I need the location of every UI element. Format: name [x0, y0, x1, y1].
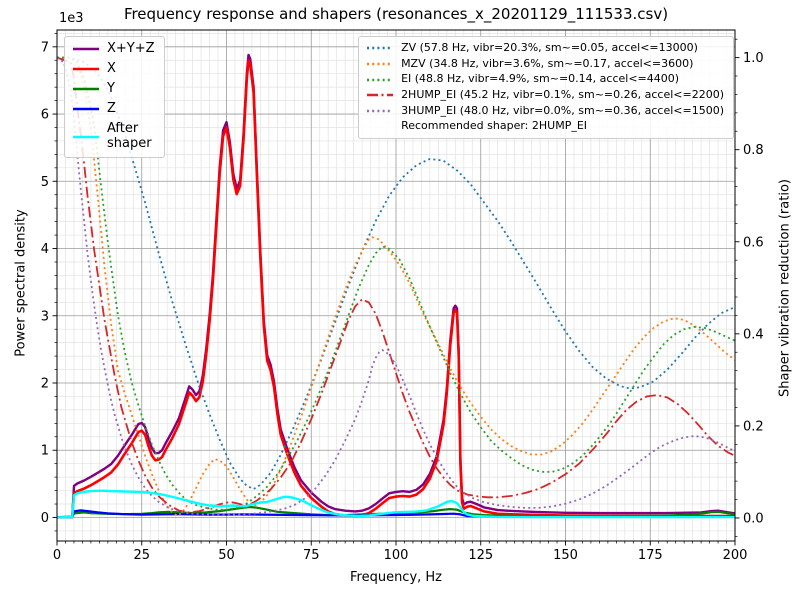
legend-item-label: 3HUMP_EI (48.0 Hz, vibr=0.0%, sm~=0.36, … [401, 103, 724, 117]
legend-sample-spacer [366, 124, 394, 130]
legend-line-sample [366, 108, 394, 114]
legend-line-sample [366, 45, 394, 51]
y-left-tick-label: 5 [41, 175, 49, 190]
legend-item-label: X+Y+Z [107, 41, 155, 56]
psd-legend: X+Y+Z X Y Z After shaper [64, 36, 165, 158]
y-right-tick-label: 0.2 [743, 419, 764, 434]
y-right-tick-label: 0.0 [743, 511, 764, 526]
y-left-tick-label: 0 [41, 511, 49, 526]
y-left-tick-label: 2 [41, 376, 49, 391]
legend-item: EI (48.8 Hz, vibr=4.9%, sm~=0.14, accel<… [366, 73, 724, 86]
y-axis-offset-label: 1e3 [59, 11, 84, 26]
y-right-axis-label: Shaper vibration reduction (ratio) [777, 179, 793, 397]
legend-item-label: 2HUMP_EI (45.2 Hz, vibr=0.1%, sm~=0.26, … [401, 87, 724, 101]
legend-item-label: Y [107, 80, 115, 96]
legend-item-label: After shaper [107, 120, 152, 151]
legend-item: X [72, 60, 155, 77]
y-left-axis-label: Power spectral density [13, 209, 29, 357]
x-tick-label: 175 [638, 548, 663, 563]
x-tick-label: 125 [468, 548, 493, 563]
y-left-tick-label: 1 [41, 444, 49, 459]
x-tick-label: 100 [384, 548, 409, 563]
legend-item: 2HUMP_EI (45.2 Hz, vibr=0.1%, sm~=0.26, … [366, 87, 724, 102]
legend-item: ZV (57.8 Hz, vibr=20.3%, sm~=0.05, accel… [366, 41, 724, 55]
x-tick-label: 0 [53, 548, 61, 563]
y-left-tick-label: 7 [41, 40, 49, 55]
series-After-shaper-line [56, 489, 735, 519]
chart-title: Frequency response and shapers (resonanc… [123, 5, 669, 23]
y-right-tick-label: 0.6 [743, 235, 764, 250]
legend-item-label: EI (48.8 Hz, vibr=4.9%, sm~=0.14, accel<… [401, 72, 680, 86]
legend-item: MZV (34.8 Hz, vibr=3.6%, sm~=0.17, accel… [366, 56, 724, 71]
legend-line-sample [366, 61, 394, 67]
x-axis-label: Frequency, Hz [349, 570, 443, 585]
series-X-line [56, 59, 735, 519]
shaper-legend: ZV (57.8 Hz, vibr=20.3%, sm~=0.05, accel… [358, 36, 734, 139]
y-left-tick-label: 6 [41, 108, 49, 123]
legend-line-sample [72, 86, 100, 92]
legend-item-label: ZV (57.8 Hz, vibr=20.3%, sm~=0.05, accel… [401, 41, 698, 54]
x-tick-label: 25 [133, 548, 150, 563]
legend-line-sample [72, 66, 100, 72]
legend-item-label: X [107, 60, 116, 76]
legend-item: 3HUMP_EI (48.0 Hz, vibr=0.0%, sm~=0.36, … [366, 103, 724, 118]
x-tick-label: 200 [723, 548, 748, 563]
x-tick-label: 75 [303, 548, 320, 563]
y-right-tick-label: 0.8 [743, 143, 764, 158]
series-3HUMP-EI-line [56, 56, 736, 516]
legend-line-sample [72, 46, 100, 52]
legend-item: X+Y+Z [72, 41, 155, 57]
legend-item: After shaper [72, 120, 155, 152]
x-tick-label: 150 [553, 548, 578, 563]
legend-item: Z [72, 100, 155, 117]
legend-item-label: Recommended shaper: 2HUMP_EI [401, 119, 588, 133]
legend-line-sample [366, 77, 394, 83]
legend-item: Y [72, 80, 155, 97]
series-2HUMP-EI-line [56, 56, 736, 514]
legend-item-label: MZV (34.8 Hz, vibr=3.6%, sm~=0.17, accel… [401, 56, 694, 70]
y-left-tick-label: 3 [41, 309, 49, 324]
y-right-tick-label: 0.4 [743, 327, 764, 342]
legend-item-label: Z [107, 100, 116, 116]
legend-line-sample [72, 134, 100, 140]
series-ZV-line [57, 56, 736, 490]
y-left-tick-label: 4 [41, 242, 49, 257]
y-right-tick-label: 1.0 [743, 51, 764, 66]
x-tick-label: 50 [218, 548, 235, 563]
legend-line-sample [72, 106, 100, 112]
series-MZV-line [57, 56, 736, 517]
legend-line-sample [366, 92, 394, 98]
legend-item: Recommended shaper: 2HUMP_EI [366, 120, 724, 133]
